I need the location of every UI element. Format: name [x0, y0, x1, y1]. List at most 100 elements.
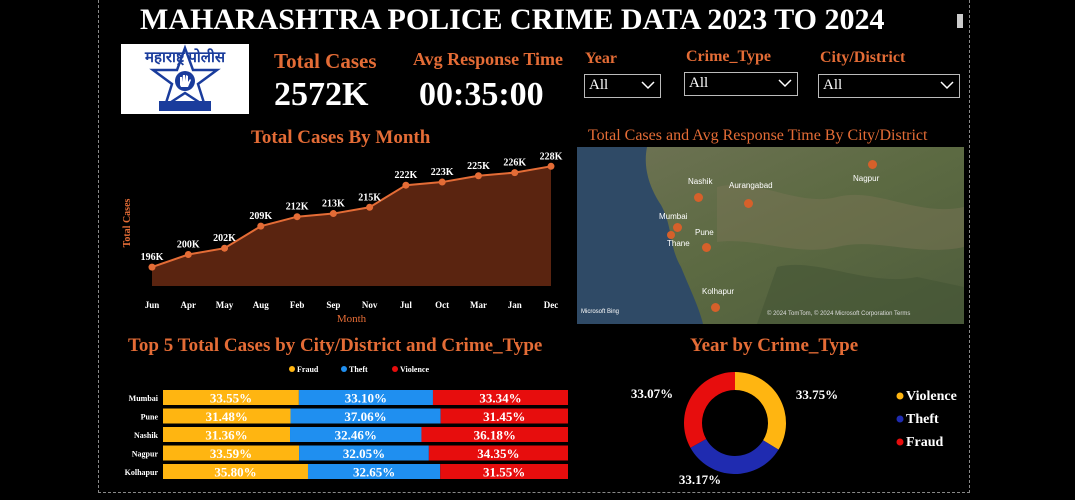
city-slicer-value: All — [823, 77, 843, 93]
map-city-label: Pune — [695, 228, 714, 237]
city-slicer-label: City/District — [820, 49, 906, 66]
x-tick-label: Jul — [400, 300, 413, 310]
bar-value-label: 31.45% — [483, 409, 525, 424]
donut-slice — [684, 372, 735, 448]
data-label: 215K — [358, 192, 381, 203]
bar-segment — [307, 464, 441, 479]
chevron-down-icon — [641, 81, 655, 90]
category-label: Mumbai — [129, 394, 159, 403]
crime-type-slicer-dropdown[interactable]: All — [684, 72, 798, 96]
bar-value-label: 32.65% — [353, 465, 395, 480]
bar-segment — [298, 390, 433, 405]
bar-value-label: 33.55% — [210, 391, 252, 406]
legend-label: Violence — [906, 389, 957, 404]
donut-chart-title: Year by Crime_Type — [690, 335, 859, 356]
total-cases-label: Total Cases — [274, 49, 377, 73]
avg-response-label: Avg Response Time — [413, 49, 564, 69]
data-point — [547, 162, 555, 170]
year-slicer-dropdown[interactable]: All — [584, 74, 661, 98]
legend-marker — [896, 415, 904, 423]
legend-marker — [392, 366, 398, 372]
map-city-label: Mumbai — [659, 212, 688, 221]
series-line — [151, 165, 552, 269]
area-fill — [152, 166, 551, 286]
donut-value-label: 33.07% — [631, 386, 673, 401]
map-copyright: © 2024 TomTom, © 2024 Microsoft Corporat… — [767, 311, 911, 317]
x-tick-label: Aug — [253, 300, 270, 310]
x-tick-label: Nov — [362, 300, 378, 310]
bar-value-label: 33.59% — [210, 446, 252, 461]
bar-value-label: 31.48% — [206, 409, 248, 424]
police-logo: महाराष्ट्र पोलीस — [121, 44, 249, 114]
scrollbar-thumb[interactable] — [957, 14, 963, 28]
legend-label: Theft — [906, 412, 939, 427]
crime-type-slicer-label: Crime_Type — [686, 48, 772, 65]
data-label: 200K — [177, 240, 200, 251]
bar-segment — [163, 390, 299, 405]
bar-segment — [163, 464, 308, 479]
city-map[interactable]: Nagpur Nashik Aurangabad Mumbai Pune Tha… — [577, 147, 964, 324]
data-point — [329, 210, 337, 218]
data-label: 202K — [213, 233, 236, 244]
bar-segment — [163, 408, 291, 424]
bar-segment — [163, 445, 300, 461]
category-label: Nagpur — [132, 450, 159, 459]
chevron-down-icon — [940, 81, 954, 90]
logo-text: महाराष्ट्र पोलीस — [144, 48, 226, 66]
bar-segment — [290, 408, 441, 424]
category-label: Nashik — [134, 431, 159, 440]
bar-value-label: 32.46% — [335, 428, 377, 443]
category-label: Kolhapur — [125, 468, 159, 477]
data-point — [366, 203, 374, 211]
page-title: MAHARASHTRA POLICE CRIME DATA 2023 TO 20… — [140, 3, 885, 36]
y-axis-label: Total Cases — [122, 198, 133, 247]
chevron-down-icon — [778, 79, 792, 88]
donut-value-label: 33.75% — [796, 387, 838, 402]
legend-marker — [341, 366, 347, 372]
donut-slice — [690, 439, 779, 474]
donut-value-label: 33.17% — [679, 472, 721, 487]
data-label: 228K — [540, 151, 563, 162]
bar-value-label: 31.36% — [205, 428, 247, 443]
data-point — [148, 263, 156, 271]
x-tick-label: May — [216, 300, 234, 310]
city-crime-stacked-bar-chart: Fraud Theft Violence Mumbai 33.55% 33.10% 33.3… — [125, 365, 568, 480]
data-label: 225K — [467, 161, 490, 172]
bar-value-label: 33.10% — [345, 391, 387, 406]
data-point — [474, 172, 482, 180]
data-point — [438, 178, 446, 186]
x-tick-label: Mar — [470, 300, 487, 310]
data-point — [511, 169, 519, 177]
data-label: 226K — [503, 158, 526, 169]
bar-segment — [421, 427, 568, 442]
avg-response-value: 00:35:00 — [419, 76, 544, 113]
area-chart-title: Total Cases By Month — [251, 127, 431, 148]
star-emblem-icon — [149, 44, 221, 109]
data-point — [402, 181, 410, 189]
data-label: 209K — [249, 211, 272, 222]
x-tick-label: Sep — [326, 300, 340, 310]
bar-value-label: 36.18% — [474, 428, 516, 443]
bar-segment — [432, 390, 568, 405]
bar-segment — [440, 464, 568, 479]
data-point — [257, 222, 265, 230]
x-tick-label: Jan — [508, 300, 522, 310]
bar-segment — [428, 445, 568, 461]
bar-value-label: 34.35% — [477, 446, 519, 461]
x-tick-label: Feb — [290, 300, 305, 310]
data-label: 223K — [431, 167, 454, 178]
legend-marker — [896, 392, 904, 400]
dashboard-frame — [98, 0, 970, 493]
year-slicer-label: Year — [585, 50, 617, 67]
x-tick-label: Dec — [544, 300, 559, 310]
legend-label: Fraud — [297, 365, 319, 374]
bing-label: Microsoft Bing — [581, 309, 620, 315]
legend-label: Fraud — [906, 435, 944, 450]
legend-label: Violence — [400, 365, 429, 374]
bar-value-label: 33.34% — [479, 391, 521, 406]
total-cases-value: 2572K — [274, 76, 369, 113]
city-slicer-dropdown[interactable]: All — [818, 74, 960, 98]
data-point — [293, 213, 301, 221]
map-title: Total Cases and Avg Response Time By Cit… — [588, 127, 928, 144]
x-axis-label: Month — [337, 313, 367, 325]
